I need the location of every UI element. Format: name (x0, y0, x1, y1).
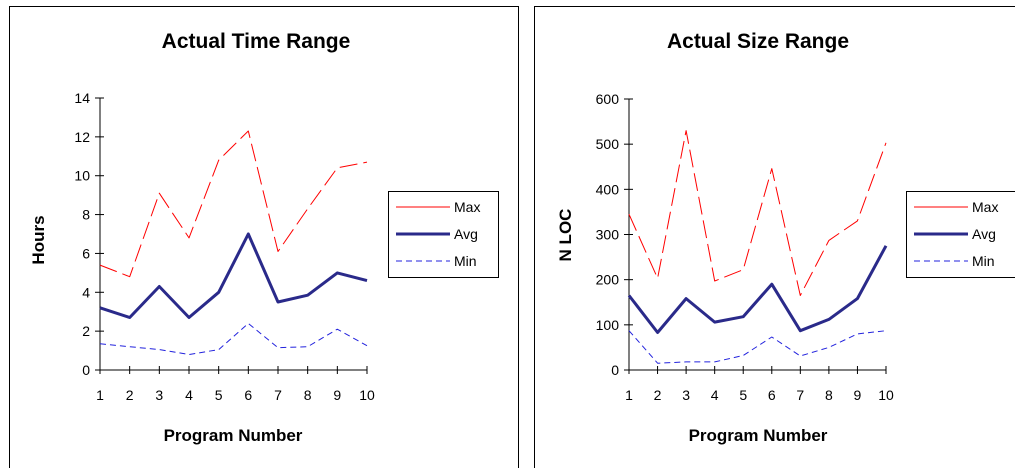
y-axis-label-size: N LOC (556, 209, 575, 262)
y-tick-label: 14 (74, 90, 90, 106)
x-tick-label: 3 (155, 387, 163, 403)
legend-label-avg: Avg (454, 226, 478, 242)
x-tick-label: 2 (126, 387, 134, 403)
legend-label-min: Min (454, 253, 477, 269)
x-tick-label: 8 (825, 387, 833, 403)
x-tick-label: 5 (739, 387, 747, 403)
x-axis-label-time: Program Number (164, 426, 303, 445)
legend-label-avg: Avg (972, 226, 996, 242)
chart-title-time: Actual Time Range (162, 30, 351, 53)
y-tick-label: 4 (82, 284, 90, 300)
x-tick-label: 7 (274, 387, 282, 403)
x-tick-label: 8 (304, 387, 312, 403)
series-line-min (628, 330, 887, 364)
y-axis-label-time: Hours (29, 215, 48, 264)
legend-label-max: Max (454, 199, 480, 215)
chart-title-size: Actual Size Range (667, 30, 849, 53)
y-tick-label: 8 (82, 207, 90, 223)
x-tick-label: 4 (711, 387, 719, 403)
y-tick-label: 600 (596, 91, 620, 107)
x-tick-label: 1 (625, 387, 633, 403)
y-tick-label: 12 (74, 129, 90, 145)
legend: Max Avg Min (906, 191, 1015, 278)
x-tick-label: 2 (654, 387, 662, 403)
x-tick-label: 9 (854, 387, 862, 403)
y-tick-label: 10 (74, 168, 90, 184)
x-tick-label: 5 (215, 387, 223, 403)
legend: Max Avg Min (388, 191, 499, 278)
x-tick-label: 6 (244, 387, 252, 403)
series-line-avg (627, 245, 888, 334)
y-tick-label: 300 (596, 227, 620, 243)
series-line-max (99, 130, 368, 278)
series-line-min (99, 322, 368, 355)
y-tick-label: 200 (596, 272, 620, 288)
legend-label-max: Max (972, 199, 998, 215)
y-tick-label: 0 (611, 362, 619, 378)
x-tick-label: 3 (682, 387, 690, 403)
x-tick-label: 9 (333, 387, 341, 403)
x-tick-label: 6 (768, 387, 776, 403)
y-tick-label: 500 (596, 136, 620, 152)
plot-area-size: 0 100 200 300 400 500 600 1 2 3 4 5 6 7 8 9 10 Max Avg Min (596, 91, 1015, 403)
x-tick-label: 7 (796, 387, 804, 403)
x-tick-label: 10 (878, 387, 894, 403)
y-tick-label: 2 (82, 323, 90, 339)
x-tick-label: 10 (359, 387, 375, 403)
x-tick-label: 4 (185, 387, 193, 403)
x-tick-label: 1 (96, 387, 104, 403)
y-tick-label: 400 (596, 181, 620, 197)
y-tick-label: 6 (82, 245, 90, 261)
legend-label-min: Min (972, 253, 995, 269)
y-tick-label: 100 (596, 317, 620, 333)
series-line-avg (99, 232, 368, 319)
x-axis-label-size: Program Number (689, 426, 828, 445)
y-tick-label: 0 (82, 362, 90, 378)
series-line-max (628, 130, 887, 296)
